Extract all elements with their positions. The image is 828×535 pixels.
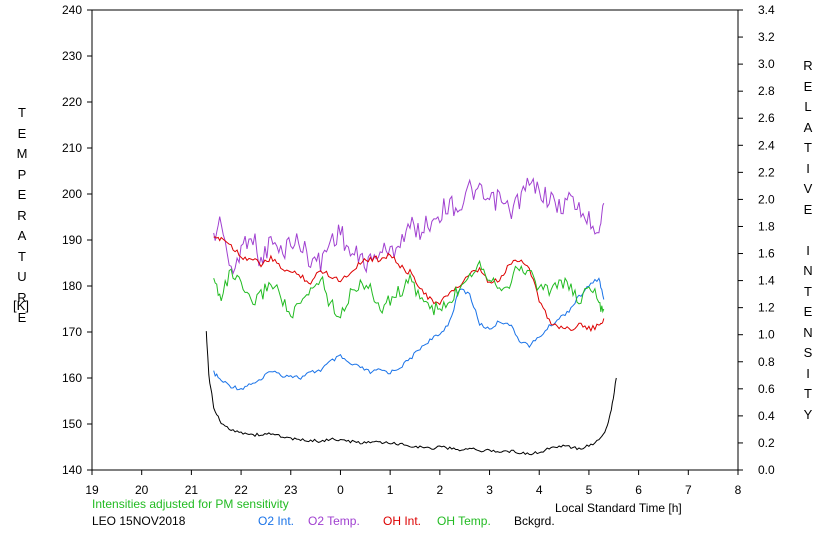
- bottom-tick-label: 19: [85, 483, 99, 497]
- right-tick-label: 2.6: [758, 111, 775, 125]
- right-tick-label: 1.6: [758, 247, 775, 261]
- bottom-tick-label: 8: [735, 483, 742, 497]
- left-tick-label: 180: [62, 279, 82, 293]
- right-tick-label: 3.0: [758, 57, 775, 71]
- bottom-tick-label: 7: [685, 483, 692, 497]
- right-tick-label: 0.8: [758, 355, 775, 369]
- right-tick-label: 1.2: [758, 301, 775, 315]
- left-tick-label: 140: [62, 463, 82, 477]
- bottom-tick-label: 0: [337, 483, 344, 497]
- left-tick-label: 230: [62, 49, 82, 63]
- caption-text: LEO 15NOV2018: [92, 514, 186, 528]
- right-tick-label: 1.8: [758, 219, 775, 233]
- plot-frame: [91, 9, 739, 471]
- bottom-tick-label: 22: [234, 483, 248, 497]
- note-text: Intensities adjusted for PM sensitivity: [92, 497, 289, 511]
- series-oh-int-line: [213, 236, 605, 333]
- right-tick-label: 1.0: [758, 328, 775, 342]
- series-oh-temp-line: [213, 259, 605, 319]
- left-tick-label: 220: [62, 95, 82, 109]
- series-bckgrd-line: [205, 331, 617, 456]
- legend-oh-int: OH Int.: [383, 514, 422, 528]
- series-o2-int-line: [213, 277, 605, 391]
- right-tick-label: 1.4: [758, 274, 775, 288]
- series-o2-temp-line: [213, 177, 605, 275]
- right-tick-label: 0.6: [758, 382, 775, 396]
- right-tick-label: 3.4: [758, 3, 775, 17]
- left-tick-label: 210: [62, 141, 82, 155]
- bottom-axis-ticks: 19 20 21 22 23 0 1 2 3 4 5 6 7 8: [85, 470, 742, 497]
- bottom-tick-label: 1: [387, 483, 394, 497]
- left-tick-label: 240: [62, 3, 82, 17]
- right-axis-ticks: 0.0 0.2 0.4 0.6 0.8 1.0 1.2 1.4 1.6 1.8 2.0 2.2 2.4 2…: [738, 3, 775, 477]
- right-tick-label: 2.2: [758, 165, 775, 179]
- bottom-tick-label: 23: [284, 483, 298, 497]
- left-axis-unit: [K]: [13, 298, 29, 313]
- left-tick-label: 190: [62, 233, 82, 247]
- right-tick-label: 0.0: [758, 463, 775, 477]
- right-tick-label: 2.8: [758, 84, 775, 98]
- right-tick-label: 2.0: [758, 192, 775, 206]
- bottom-tick-label: 20: [135, 483, 149, 497]
- left-axis-ticks: 140 150 160 170 180 190 200 210 220 230 240: [62, 3, 92, 477]
- left-tick-label: 200: [62, 187, 82, 201]
- left-tick-label: 160: [62, 371, 82, 385]
- series-group: [205, 177, 617, 456]
- bottom-tick-label: 5: [586, 483, 593, 497]
- x-axis-label: Local Standard Time [h]: [555, 501, 682, 515]
- bottom-tick-label: 2: [437, 483, 444, 497]
- legend-oh-temp: OH Temp.: [437, 514, 491, 528]
- right-tick-label: 0.4: [758, 409, 775, 423]
- left-tick-label: 150: [62, 417, 82, 431]
- bottom-tick-label: 3: [486, 483, 493, 497]
- right-tick-label: 2.4: [758, 138, 775, 152]
- right-tick-label: 3.2: [758, 30, 775, 44]
- bottom-tick-label: 6: [635, 483, 642, 497]
- left-tick-label: 170: [62, 325, 82, 339]
- legend-o2-int: O2 Int.: [258, 514, 295, 528]
- right-tick-label: 0.2: [758, 436, 775, 450]
- legend-o2-temp: O2 Temp.: [308, 514, 360, 528]
- legend-bckgrd: Bckgrd.: [514, 514, 555, 528]
- bottom-tick-label: 21: [185, 483, 199, 497]
- bottom-tick-label: 4: [536, 483, 543, 497]
